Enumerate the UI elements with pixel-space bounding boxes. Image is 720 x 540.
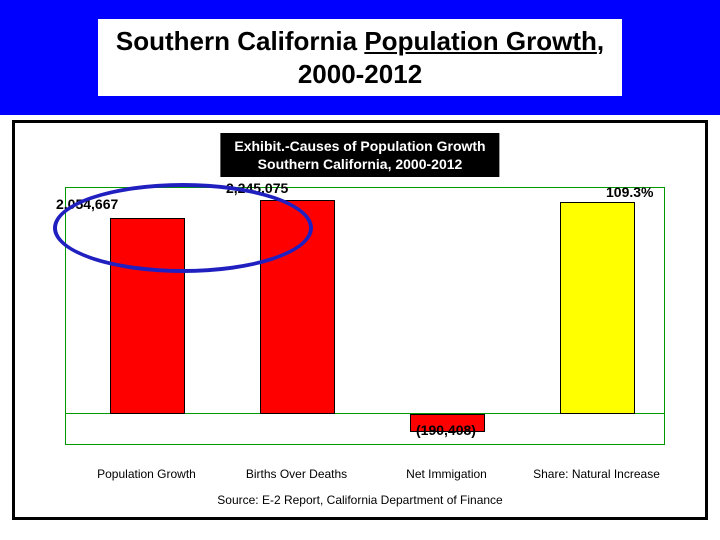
bar-share-natural-increase — [560, 202, 635, 414]
page-title: Southern California Population Growth, 2… — [98, 19, 622, 96]
title-suffix: , — [597, 26, 604, 56]
chart-title: Exhibit.-Causes of Population Growth Sou… — [220, 133, 499, 177]
cat-births-over-deaths: Births Over Deaths — [246, 467, 347, 481]
source-text: Source: E-2 Report, California Departmen… — [15, 493, 705, 507]
cat-population-growth: Population Growth — [97, 467, 196, 481]
title-line2: 2000-2012 — [298, 59, 422, 89]
header-band: Southern California Population Growth, 2… — [0, 0, 720, 115]
label-net-immigration: (190,408) — [416, 422, 476, 438]
highlight-ellipse — [53, 183, 313, 273]
label-share-natural-increase: 109.3% — [606, 184, 653, 200]
title-underlined: Population Growth — [364, 26, 597, 56]
chart-title-line2: Southern California, 2000-2012 — [258, 156, 463, 172]
title-prefix: Southern California — [116, 26, 364, 56]
chart-container: Exhibit.-Causes of Population Growth Sou… — [12, 120, 708, 520]
cat-net-immigration: Net Immigation — [406, 467, 487, 481]
cat-share-natural-increase: Share: Natural Increase — [533, 467, 660, 481]
chart-title-line1: Exhibit.-Causes of Population Growth — [234, 138, 485, 154]
